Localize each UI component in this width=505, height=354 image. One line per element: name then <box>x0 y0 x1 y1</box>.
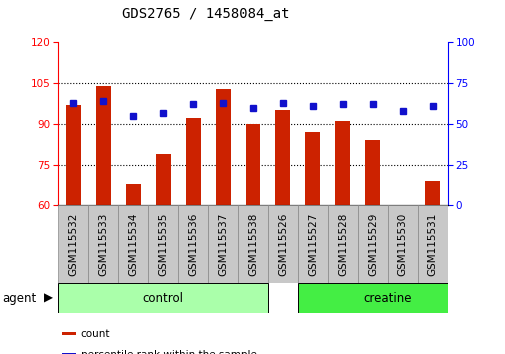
FancyBboxPatch shape <box>58 283 268 313</box>
Bar <box>215 88 230 205</box>
Text: GSM115530: GSM115530 <box>397 213 407 276</box>
FancyBboxPatch shape <box>268 205 297 283</box>
Text: GSM115526: GSM115526 <box>277 212 287 276</box>
Text: count: count <box>81 329 110 339</box>
FancyBboxPatch shape <box>88 205 118 283</box>
FancyBboxPatch shape <box>297 283 477 313</box>
Bar <box>305 132 320 205</box>
Bar <box>245 124 260 205</box>
FancyBboxPatch shape <box>118 205 148 283</box>
FancyBboxPatch shape <box>58 205 88 283</box>
Text: GSM115529: GSM115529 <box>367 212 377 276</box>
Text: GDS2765 / 1458084_at: GDS2765 / 1458084_at <box>122 7 289 21</box>
Text: control: control <box>142 292 183 305</box>
FancyBboxPatch shape <box>297 205 327 283</box>
FancyBboxPatch shape <box>208 205 237 283</box>
FancyBboxPatch shape <box>417 205 447 283</box>
Text: GSM115537: GSM115537 <box>218 212 228 276</box>
Text: GSM115533: GSM115533 <box>98 212 108 276</box>
Text: GSM115535: GSM115535 <box>158 212 168 276</box>
FancyBboxPatch shape <box>178 205 208 283</box>
Text: ▶: ▶ <box>44 292 53 305</box>
Text: GSM115532: GSM115532 <box>68 212 78 276</box>
Text: GSM115538: GSM115538 <box>247 212 258 276</box>
Bar <box>156 154 170 205</box>
Text: creatine: creatine <box>363 292 411 305</box>
Text: GSM115534: GSM115534 <box>128 212 138 276</box>
Bar <box>275 110 290 205</box>
Text: agent: agent <box>3 292 37 305</box>
Bar <box>66 105 80 205</box>
Text: GSM115528: GSM115528 <box>337 212 347 276</box>
FancyBboxPatch shape <box>387 205 417 283</box>
Bar <box>62 332 76 335</box>
Bar <box>365 140 380 205</box>
FancyBboxPatch shape <box>148 205 178 283</box>
Bar <box>425 181 439 205</box>
Bar <box>185 119 200 205</box>
Bar <box>335 121 349 205</box>
Bar <box>125 184 140 205</box>
Bar <box>62 353 76 354</box>
Bar <box>95 86 111 205</box>
FancyBboxPatch shape <box>237 205 268 283</box>
FancyBboxPatch shape <box>357 205 387 283</box>
FancyBboxPatch shape <box>327 205 357 283</box>
Text: percentile rank within the sample: percentile rank within the sample <box>81 350 256 354</box>
Text: GSM115536: GSM115536 <box>188 212 197 276</box>
Text: GSM115527: GSM115527 <box>308 212 317 276</box>
Text: GSM115531: GSM115531 <box>427 212 437 276</box>
